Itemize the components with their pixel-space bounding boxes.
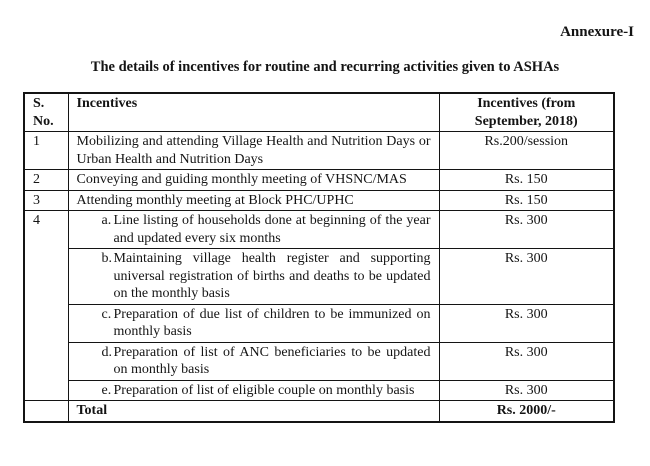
- sub-item-c-text: Preparation of due list of children to b…: [113, 306, 431, 340]
- sub-item-e-text: Preparation of list of eligible couple o…: [113, 382, 415, 398]
- total-amount: Rs. 2000/-: [438, 400, 615, 422]
- sub-item-c: c. Preparation of due list of children to…: [77, 306, 431, 341]
- table-total-row: Total Rs. 2000/-: [23, 400, 615, 422]
- sub-item-d-text: Preparation of list of ANC beneficiaries…: [113, 344, 431, 378]
- row-4d-amount: Rs. 300: [438, 341, 615, 381]
- row-4a-amount: Rs. 300: [438, 210, 615, 249]
- table-row-3: 3 Attending monthly meeting at Block PHC…: [23, 189, 615, 211]
- sub-item-d-marker: d.: [101, 344, 113, 360]
- table-row-4a: 4 a. Line listing of households done at b…: [23, 210, 615, 401]
- sub-item-b-marker: b.: [101, 251, 113, 266]
- sub-item-a-text: Line listing of households done at begin…: [113, 213, 431, 246]
- table-row-4c: c. Preparation of due list of children to…: [24, 303, 615, 343]
- row-4b-amount: Rs. 300: [438, 248, 615, 305]
- row-3-incentive: Attending monthly meeting at Block PHC/U…: [67, 189, 440, 211]
- sub-item-b-text: Maintaining village health register and …: [113, 251, 431, 301]
- row-4c-amount: Rs. 300: [438, 303, 615, 343]
- sub-item-d: d. Preparation of list of ANC beneficiari…: [77, 344, 431, 379]
- row-2-amount: Rs. 150: [438, 169, 615, 191]
- row-2-incentive: Conveying and guiding monthly meeting of…: [67, 169, 440, 191]
- row-4d-incentive: d. Preparation of list of ANC beneficiari…: [67, 341, 440, 381]
- row-3-amount: Rs. 150: [438, 189, 615, 211]
- row-4-sno: 4: [23, 210, 69, 401]
- total-label: Total: [67, 400, 440, 422]
- row-4c-incentive: c. Preparation of due list of children to…: [67, 303, 440, 343]
- row-2-sno: 2: [23, 169, 69, 191]
- row-4e-incentive: e. Preparation of list of eligible couple…: [67, 379, 440, 401]
- row-3-sno: 3: [23, 189, 69, 211]
- page-title: The details of incentives for routine an…: [90, 59, 560, 75]
- annexure-label: Annexure-I: [560, 24, 634, 40]
- sub-item-e: e. Preparation of list of eligible couple…: [77, 382, 431, 400]
- sub-item-a: a. Line listing of households done at beg…: [77, 212, 431, 247]
- table-row-1: 1 Mobilizing and attending Village Healt…: [23, 131, 615, 170]
- header-sno: S. No.: [23, 92, 69, 132]
- row-1-incentive: Mobilizing and attending Village Health …: [67, 131, 440, 170]
- sub-item-b: b. Maintaining village health register an…: [77, 250, 431, 303]
- sub-item-e-marker: e.: [101, 382, 112, 398]
- row-1-amount: Rs.200/session: [438, 131, 615, 170]
- table-header-row: S. No. Incentives Incentives (from Septe…: [23, 92, 615, 132]
- incentives-table: S. No. Incentives Incentives (from Septe…: [23, 92, 615, 423]
- table-row-4e: e. Preparation of list of eligible couple…: [24, 379, 615, 401]
- table-row-4b: b. Maintaining village health register an…: [24, 248, 615, 305]
- row-4b-incentive: b. Maintaining village health register an…: [67, 248, 440, 305]
- header-amount: Incentives (from September, 2018): [438, 92, 615, 132]
- row-4e-amount: Rs. 300: [438, 379, 615, 401]
- row-4a-incentive: a. Line listing of households done at beg…: [67, 210, 440, 249]
- sub-item-c-marker: c.: [101, 306, 112, 322]
- table-row-2: 2 Conveying and guiding monthly meeting …: [23, 169, 615, 191]
- row-1-sno: 1: [23, 131, 69, 170]
- table-row-4d: d. Preparation of list of ANC beneficiari…: [24, 341, 615, 381]
- total-row-empty-cell: [23, 400, 69, 422]
- document-page: Annexure-I The details of incentives for…: [0, 24, 650, 423]
- sub-item-a-marker: a.: [101, 213, 112, 228]
- header-incentives: Incentives: [67, 92, 440, 132]
